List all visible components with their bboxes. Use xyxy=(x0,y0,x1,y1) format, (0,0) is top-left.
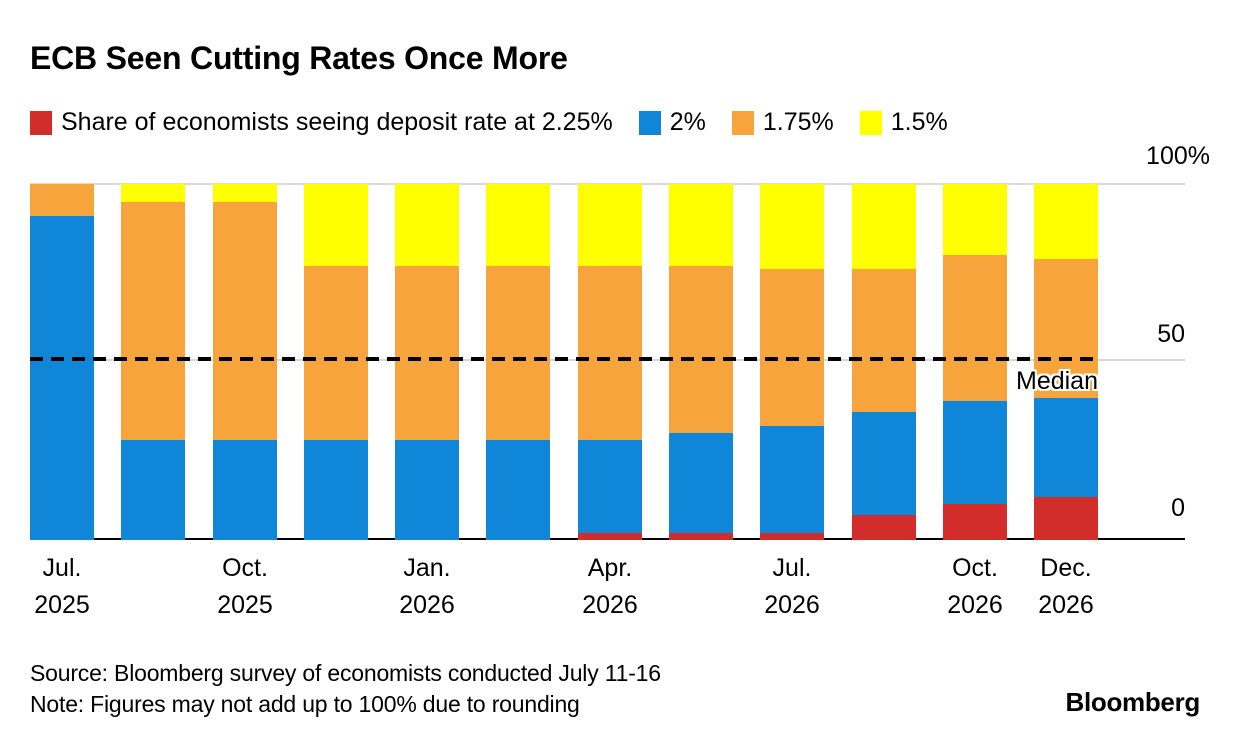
x-tick-year: 2026 xyxy=(1038,591,1094,619)
x-tick-year: 2026 xyxy=(764,591,820,619)
bar-segment xyxy=(1034,397,1098,498)
bar-segment xyxy=(304,440,368,540)
bar-segment xyxy=(852,515,916,540)
y-tick-label-50: 50 xyxy=(1157,320,1185,348)
legend-label: Share of economists seeing deposit rate … xyxy=(61,108,613,136)
bar-segment xyxy=(395,265,459,441)
bar-segment xyxy=(669,532,733,540)
bar-segment xyxy=(213,440,277,540)
bar-segment xyxy=(1034,258,1098,398)
bar-segment xyxy=(943,184,1007,256)
bar-segment xyxy=(121,201,185,441)
bar-segment xyxy=(395,440,459,540)
x-tick-label: Jul. 2026 xyxy=(722,550,862,624)
bar-segment xyxy=(304,265,368,441)
legend-label: 2% xyxy=(669,108,706,136)
bar-segment xyxy=(669,265,733,434)
bar-segment xyxy=(121,440,185,540)
bar-segment xyxy=(578,265,642,441)
bar xyxy=(852,184,916,540)
y-tick-label-100: 100% xyxy=(1146,142,1210,170)
bar xyxy=(213,184,277,540)
x-tick-month: Jul. xyxy=(772,554,812,582)
y-tick-label-0: 0 xyxy=(1171,494,1185,522)
x-tick-label: Apr. 2026 xyxy=(540,550,680,624)
legend-swatch-icon xyxy=(731,110,754,135)
legend-label: 1.5% xyxy=(890,108,948,136)
bar xyxy=(760,184,824,540)
x-tick-year: 2026 xyxy=(399,591,455,619)
bar xyxy=(1034,184,1098,540)
bar xyxy=(395,184,459,540)
bar-segment xyxy=(760,426,824,533)
bar-segment xyxy=(852,269,916,412)
x-tick-year: 2025 xyxy=(34,591,90,619)
x-tick-label: Jul. 2025 xyxy=(0,550,132,624)
bar xyxy=(30,184,94,540)
bar-segment xyxy=(760,269,824,427)
x-tick-year: 2026 xyxy=(582,591,638,619)
x-tick-month: Apr. xyxy=(587,554,633,582)
x-tick-label: Oct. 2026 xyxy=(905,550,1045,624)
bar-segment xyxy=(943,504,1007,540)
bar-segment xyxy=(760,184,824,270)
bar-segment xyxy=(760,532,824,540)
x-tick-month: Jan. xyxy=(403,554,451,582)
bar-segment xyxy=(578,184,642,266)
bar-segment xyxy=(213,184,277,202)
legend-item: 1.5% xyxy=(859,108,948,137)
x-tick-month: Oct. xyxy=(952,554,998,582)
bloomberg-logo: Bloomberg xyxy=(1065,687,1200,717)
bar-segment xyxy=(395,184,459,266)
bar-segment xyxy=(1034,184,1098,259)
bar-segment xyxy=(121,184,185,202)
bar-segment xyxy=(852,184,916,270)
bar-segment xyxy=(30,216,94,540)
legend-item: Share of economists seeing deposit rate … xyxy=(30,108,613,137)
x-tick-label: Dec. 2026 xyxy=(996,550,1136,624)
bar xyxy=(943,184,1007,540)
legend-swatch-icon xyxy=(638,110,661,135)
bar-segment xyxy=(669,433,733,533)
median-label: Median xyxy=(1016,367,1098,395)
legend-swatch-icon xyxy=(30,110,52,135)
x-tick-label: Oct. 2025 xyxy=(175,550,315,624)
x-tick-label: Jan. 2026 xyxy=(357,550,497,624)
chart-legend: Share of economists seeing deposit rate … xyxy=(30,108,948,137)
bar-segment xyxy=(304,184,368,266)
bar-segment xyxy=(852,411,916,516)
source-text: Source: Bloomberg survey of economists c… xyxy=(30,660,661,686)
note-text: Note: Figures may not add up to 100% due… xyxy=(30,691,580,717)
bar-segment xyxy=(669,184,733,266)
legend-swatch-icon xyxy=(859,110,882,135)
bar-segment xyxy=(578,532,642,540)
legend-label: 1.75% xyxy=(762,108,834,136)
bar-segment xyxy=(486,265,550,441)
gridline-100 xyxy=(30,183,1185,185)
bar xyxy=(669,184,733,540)
x-tick-month: Jul. xyxy=(42,554,82,582)
bar-segment xyxy=(213,201,277,441)
bar-segment xyxy=(486,184,550,266)
bar xyxy=(121,184,185,540)
bar-segment xyxy=(943,255,1007,402)
bar-segment xyxy=(486,440,550,540)
x-tick-year: 2025 xyxy=(217,591,273,619)
median-dashed-line xyxy=(30,357,1098,361)
chart-title: ECB Seen Cutting Rates Once More xyxy=(30,40,568,76)
bar-segment xyxy=(943,401,1007,505)
legend-item: 1.75% xyxy=(731,108,834,137)
x-tick-month: Oct. xyxy=(222,554,268,582)
bar-segment xyxy=(30,184,94,217)
x-tick-month: Dec. xyxy=(1040,554,1092,582)
bar-segment xyxy=(578,440,642,533)
x-tick-year: 2026 xyxy=(947,591,1003,619)
bar-segment xyxy=(1034,497,1098,540)
bar xyxy=(486,184,550,540)
bar xyxy=(304,184,368,540)
bar xyxy=(578,184,642,540)
legend-item: 2% xyxy=(638,108,706,137)
